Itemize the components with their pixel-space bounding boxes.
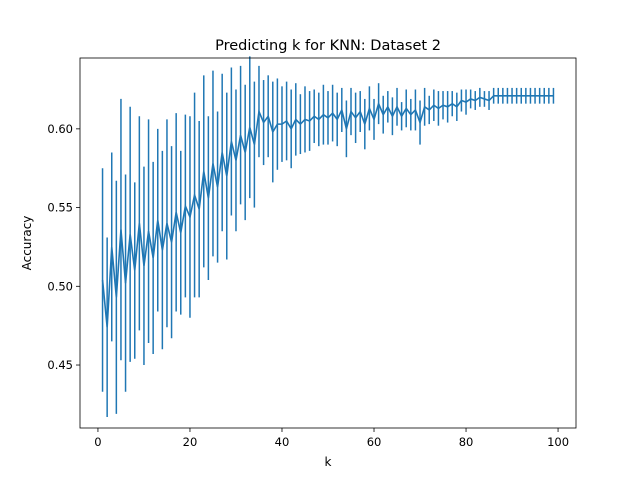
x-tick-label: 100	[547, 435, 569, 449]
axes-frame	[79, 57, 577, 429]
y-axis: 0.45 0.50 0.55 0.60	[47, 122, 80, 372]
x-axis-label: k	[325, 455, 332, 469]
series-line	[101, 94, 554, 328]
y-tick-label: 0.50	[47, 279, 73, 293]
chart-title: Predicting k for KNN: Dataset 2	[215, 38, 441, 54]
y-tick-label: 0.60	[47, 122, 73, 136]
x-tick-label: 40	[275, 435, 290, 449]
x-axis: 0 20 40 60 80 100	[94, 428, 569, 449]
x-tick-label: 20	[183, 435, 198, 449]
y-axis-label: Accuracy	[20, 216, 34, 271]
x-tick-label: 80	[459, 435, 474, 449]
y-tick-label: 0.45	[47, 358, 73, 372]
y-tick-label: 0.55	[47, 201, 73, 215]
x-tick-label: 0	[94, 435, 101, 449]
plot-area: 0 20 40 60 80 100 0.45 0.50 0.55 0.60	[47, 56, 577, 449]
x-tick-label: 60	[367, 435, 382, 449]
